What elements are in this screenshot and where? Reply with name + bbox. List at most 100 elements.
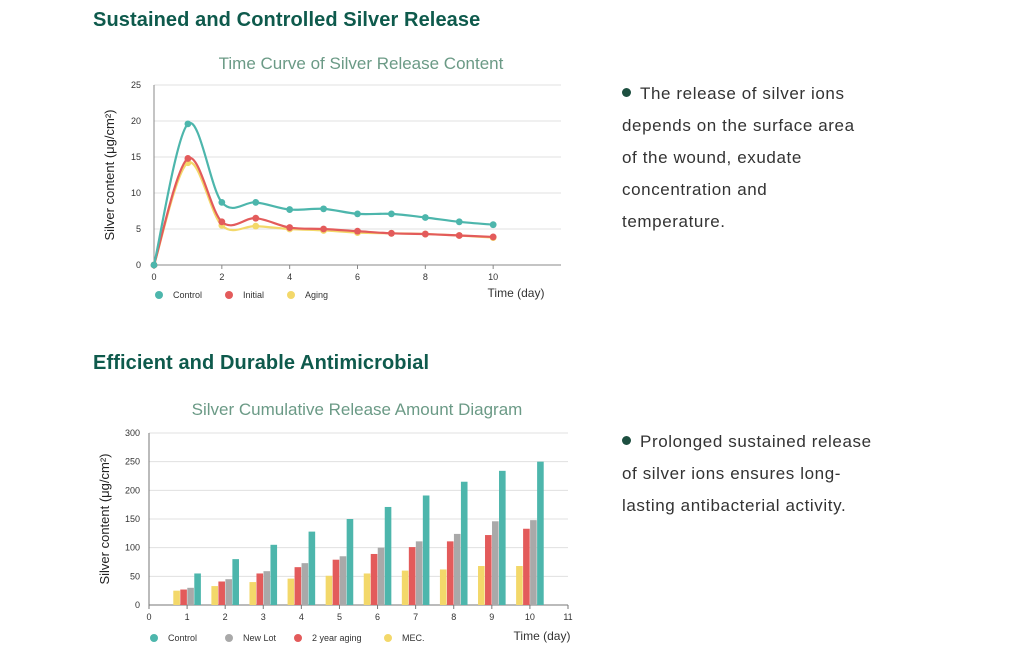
bar-new-lot — [377, 547, 385, 605]
x-axis-label: Time (day) — [514, 629, 571, 643]
x-tick-label: 5 — [337, 612, 342, 622]
bar-new-lot — [492, 521, 499, 605]
bar-control — [422, 495, 430, 605]
bar-control — [346, 519, 354, 605]
data-point-control — [489, 221, 497, 229]
data-point-control — [218, 198, 226, 206]
bar-2-year-aging — [218, 581, 225, 605]
bar-control — [194, 573, 201, 605]
bar-2-year-aging — [294, 567, 302, 605]
data-point-initial — [218, 218, 226, 226]
bar-new-lot — [339, 556, 347, 605]
data-point-initial — [388, 229, 395, 237]
legend-label: New Lot — [243, 633, 277, 643]
bar-control — [384, 506, 392, 605]
data-point-initial — [320, 225, 327, 233]
bar-control — [308, 531, 316, 605]
y-tick-label: 20 — [131, 116, 141, 126]
bar-mec — [439, 569, 447, 605]
y-axis-label: Silver content (μg/cm²) — [97, 453, 112, 584]
data-point-initial — [286, 224, 294, 231]
series-line-control — [152, 121, 494, 266]
y-tick-label: 300 — [125, 428, 140, 438]
data-point-initial — [184, 155, 192, 162]
x-tick-label: 4 — [287, 272, 292, 282]
bar-control — [270, 544, 278, 605]
data-point-control — [252, 198, 260, 206]
bar-2-year-aging — [332, 559, 340, 605]
legend-marker — [294, 634, 302, 642]
x-tick-label: 0 — [151, 272, 156, 282]
y-tick-label: 100 — [125, 543, 140, 553]
bar-new-lot — [187, 587, 194, 605]
x-tick-label: 0 — [146, 612, 151, 622]
section-title-antimicrobial: Efficient and Durable Antimicrobial — [93, 352, 430, 374]
data-point-control — [286, 206, 294, 213]
bar-new-lot — [530, 520, 537, 605]
bar-mec — [325, 575, 333, 605]
bar-new-lot — [301, 563, 309, 605]
x-tick-label: 8 — [423, 272, 428, 282]
x-tick-label: 11 — [563, 612, 572, 622]
bar-control — [499, 470, 506, 605]
bar-mec — [516, 566, 523, 605]
data-point-aging — [252, 222, 260, 230]
x-tick-label: 8 — [451, 612, 456, 622]
bar-mec — [211, 586, 218, 605]
y-tick-label: 15 — [131, 152, 141, 162]
data-point-initial — [252, 214, 260, 222]
bar-2-year-aging — [485, 535, 492, 605]
section-title-release: Sustained and Controlled Silver Release — [93, 9, 481, 31]
legend-marker — [150, 634, 158, 642]
bar-new-lot — [225, 579, 232, 605]
x-tick-label: 6 — [375, 612, 380, 622]
x-tick-label: 2 — [219, 272, 224, 282]
x-tick-label: 1 — [185, 612, 190, 622]
bar-2-year-aging — [523, 528, 530, 605]
bar-new-lot — [263, 571, 271, 605]
bar-mec — [363, 573, 371, 605]
bar-2-year-aging — [256, 573, 264, 605]
bullet-antimicrobial: Prolonged sustained release of silver io… — [622, 426, 872, 522]
y-tick-label: 0 — [135, 600, 140, 610]
bullet-antimicrobial-text: Prolonged sustained release of silver io… — [622, 432, 872, 515]
x-tick-label: 3 — [261, 612, 266, 622]
y-tick-label: 150 — [125, 514, 140, 524]
series-line-initial — [152, 157, 494, 266]
y-tick-label: 50 — [130, 571, 140, 581]
legend-label: 2 year aging — [312, 633, 362, 643]
y-tick-label: 200 — [125, 485, 140, 495]
bar-control — [232, 559, 239, 605]
bar-new-lot — [453, 533, 461, 605]
data-point-initial — [489, 233, 497, 241]
x-tick-label: 4 — [299, 612, 304, 622]
bullet-dot-icon — [622, 88, 631, 97]
x-tick-label: 10 — [488, 272, 498, 282]
x-tick-label: 9 — [489, 612, 494, 622]
bullet-dot-icon — [622, 436, 631, 445]
x-tick-label: 6 — [355, 272, 360, 282]
y-tick-label: 25 — [131, 80, 141, 90]
data-point-control — [320, 205, 327, 213]
data-point-control — [455, 218, 463, 226]
data-point-control — [184, 120, 192, 128]
legend-marker — [384, 634, 392, 642]
bar-control — [460, 481, 468, 605]
data-point-initial — [354, 227, 361, 235]
bar-new-lot — [415, 541, 423, 605]
legend-label: Aging — [305, 290, 328, 300]
x-tick-label: 10 — [525, 612, 535, 622]
chart-title: Silver Cumulative Release Amount Diagram — [192, 400, 523, 419]
bar-mec — [478, 566, 485, 605]
data-point-control — [150, 261, 158, 269]
y-tick-label: 250 — [125, 457, 140, 467]
bar-2-year-aging — [446, 541, 454, 605]
bar-2-year-aging — [370, 553, 378, 605]
legend-label: MEC. — [402, 633, 425, 643]
legend-marker — [287, 291, 295, 299]
y-tick-label: 5 — [136, 224, 141, 234]
bar-mec — [249, 582, 257, 605]
chart-title: Time Curve of Silver Release Content — [219, 54, 504, 73]
legend-label: Control — [173, 290, 202, 300]
